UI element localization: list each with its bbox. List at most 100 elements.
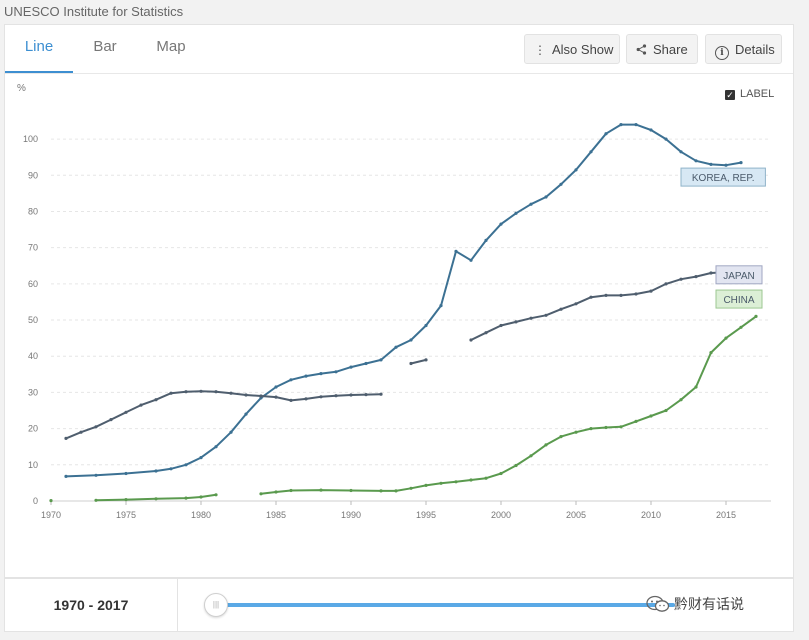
range-slider-track[interactable] [215,603,675,607]
data-point[interactable] [319,395,323,399]
data-point[interactable] [394,489,398,493]
data-point[interactable] [214,445,218,449]
data-point[interactable] [304,374,308,378]
data-point[interactable] [229,430,233,434]
data-point[interactable] [424,358,428,362]
data-point[interactable] [634,292,638,296]
data-point[interactable] [379,489,383,493]
data-point[interactable] [664,137,668,141]
data-point[interactable] [424,323,428,328]
data-point[interactable] [484,331,488,335]
data-point[interactable] [214,493,218,497]
data-point[interactable] [94,425,98,429]
data-point[interactable] [469,478,473,482]
data-point[interactable] [154,398,158,402]
data-point[interactable] [514,320,518,324]
data-point[interactable] [589,150,593,154]
data-point[interactable] [259,492,263,496]
tab-line[interactable]: Line [5,25,73,73]
data-point[interactable] [334,394,338,398]
data-point[interactable] [529,202,533,206]
label-toggle[interactable]: ✓ LABEL [725,88,774,100]
data-point[interactable] [184,390,188,394]
data-point[interactable] [724,163,728,167]
data-point[interactable] [169,467,173,471]
data-point[interactable] [94,473,98,477]
data-point[interactable] [529,316,533,320]
data-point[interactable] [694,159,698,163]
data-point[interactable] [214,390,218,394]
data-point[interactable] [484,476,488,480]
data-point[interactable] [199,456,203,460]
data-point[interactable] [379,392,383,396]
data-point[interactable] [649,414,653,418]
data-point[interactable] [364,393,368,397]
data-point[interactable] [619,123,623,127]
data-point[interactable] [514,463,518,468]
data-point[interactable] [469,258,473,262]
data-point[interactable] [724,336,728,340]
data-point[interactable] [349,393,353,397]
data-point[interactable] [154,497,158,501]
data-point[interactable] [124,498,128,502]
data-point[interactable] [334,370,338,374]
data-point[interactable] [709,271,713,275]
data-point[interactable] [634,419,638,423]
data-point[interactable] [169,391,173,395]
data-point[interactable] [274,490,278,494]
data-point[interactable] [649,289,653,293]
data-point[interactable] [574,168,578,172]
data-point[interactable] [409,361,413,366]
data-point[interactable] [154,469,158,473]
data-point[interactable] [199,495,203,499]
data-point[interactable] [244,393,248,397]
data-point[interactable] [409,338,413,342]
data-point[interactable] [604,132,608,136]
data-point[interactable] [664,282,668,286]
data-point[interactable] [559,182,563,186]
data-point[interactable] [544,313,548,317]
data-point[interactable] [739,161,743,165]
details-button[interactable]: i Details [705,34,782,64]
data-point[interactable] [694,275,698,279]
data-point[interactable] [604,425,608,430]
data-point[interactable] [604,293,608,297]
data-point[interactable] [184,463,188,467]
data-point[interactable] [409,486,413,490]
data-point[interactable] [319,372,323,376]
data-point[interactable] [289,398,293,402]
data-point[interactable] [679,150,683,154]
data-point[interactable] [424,483,428,487]
data-point[interactable] [634,123,638,127]
data-point[interactable] [544,195,548,199]
data-point[interactable] [694,385,698,389]
data-point[interactable] [349,488,353,493]
data-point[interactable] [304,397,308,401]
data-point[interactable] [274,385,278,389]
data-point[interactable] [349,365,353,369]
data-point[interactable] [589,427,593,431]
data-point[interactable] [109,418,113,422]
data-point[interactable] [94,498,98,502]
data-point[interactable] [49,499,53,503]
data-point[interactable] [64,436,68,440]
data-point[interactable] [379,358,383,362]
data-point[interactable] [679,277,683,281]
data-point[interactable] [199,389,203,393]
data-point[interactable] [469,338,473,342]
data-point[interactable] [184,496,188,500]
data-point[interactable] [649,128,653,132]
data-point[interactable] [229,391,233,395]
data-point[interactable] [574,430,578,434]
data-point[interactable] [454,480,458,484]
data-point[interactable] [439,304,443,308]
data-point[interactable] [499,222,503,226]
data-point[interactable] [394,345,398,349]
data-point[interactable] [544,443,548,447]
data-point[interactable] [739,325,743,329]
tab-map[interactable]: Map [156,38,186,55]
data-point[interactable] [499,323,503,328]
data-point[interactable] [529,454,533,458]
data-point[interactable] [679,398,683,402]
data-point[interactable] [514,211,518,215]
